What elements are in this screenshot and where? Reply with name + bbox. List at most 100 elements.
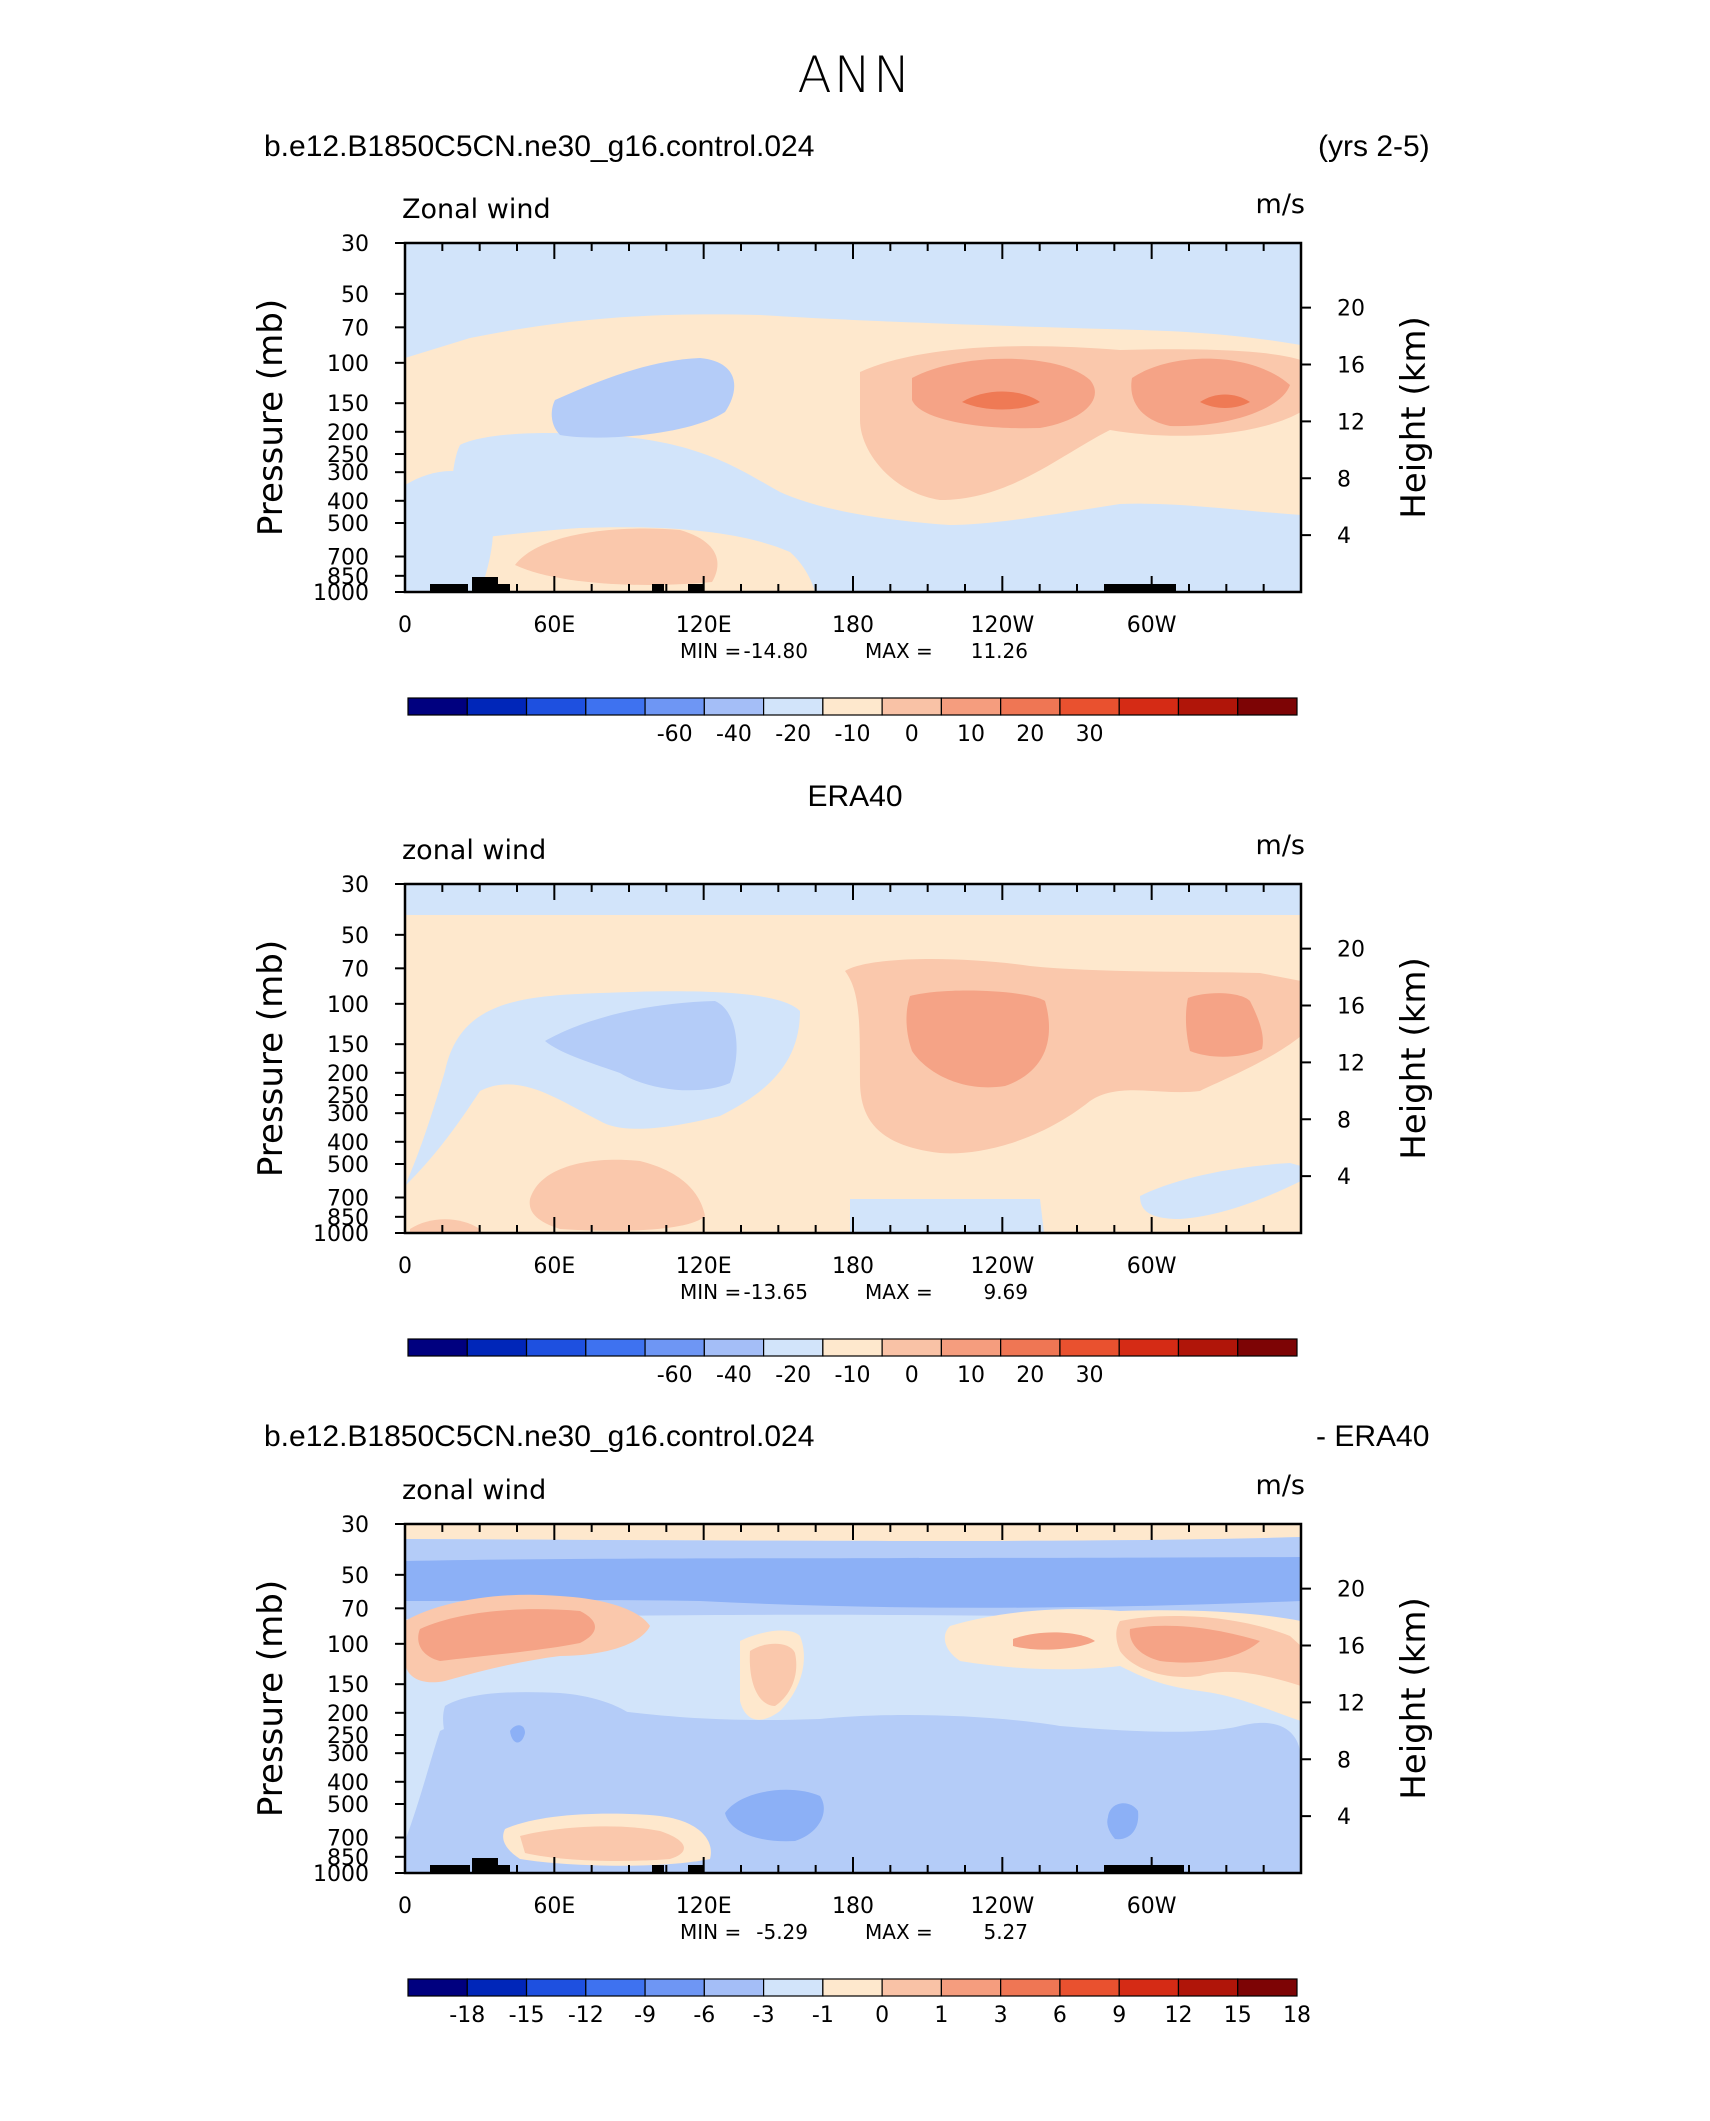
- variable-label: zonal wind: [402, 1475, 546, 1506]
- pressure-tick-label: 200: [327, 1062, 369, 1087]
- colorbar-label: -40: [716, 1363, 752, 1388]
- colorbar-box: [1237, 1338, 1298, 1357]
- colorbar-box: [1237, 697, 1298, 716]
- colorbar-box: [940, 697, 1002, 716]
- height-tick-label: 12: [1337, 1691, 1365, 1716]
- colorbar-box: [1177, 1978, 1239, 1997]
- colorbar-label: -12: [568, 2003, 604, 2028]
- lon-tick-label: 60E: [533, 1894, 575, 1919]
- variable-label: Zonal wind: [402, 194, 551, 225]
- topography-mask: [688, 584, 704, 592]
- colorbar-label: 10: [957, 722, 985, 747]
- diff-obs-header: - ERA40: [1316, 1420, 1430, 1453]
- colorbar-box: [1177, 697, 1239, 716]
- units-label: m/s: [1256, 830, 1305, 861]
- lon-tick-label: 180: [832, 613, 874, 638]
- contour-negative-sfc: [725, 1789, 824, 1842]
- colorbar-box: [585, 697, 646, 716]
- contour-field: [405, 243, 1301, 592]
- colorbar-label: -60: [657, 722, 693, 747]
- contour-positive-sfc-core: [520, 1826, 684, 1861]
- contour-max: [1013, 1632, 1095, 1650]
- colorbar-label: -1: [812, 2003, 834, 2028]
- diff-case-header: b.e12.B1850C5CN.ne30_g16.control.024: [264, 1420, 815, 1453]
- min-label: MIN =: [680, 1920, 741, 1944]
- pressure-tick-label: 1000: [313, 1222, 369, 1247]
- colorbar-label: -40: [716, 722, 752, 747]
- height-tick-label: 8: [1337, 467, 1351, 492]
- lon-tick-label: 0: [398, 1894, 412, 1919]
- colorbar-label: -20: [775, 722, 811, 747]
- pressure-tick-label: 500: [327, 1153, 369, 1178]
- lon-tick-label: 0: [398, 1254, 412, 1279]
- colorbar-label: -9: [634, 2003, 656, 2028]
- topography-mask: [430, 1865, 470, 1873]
- colorbar-label: 9: [1112, 2003, 1126, 2028]
- lon-tick-label: 60E: [533, 613, 575, 638]
- max-value: 9.69: [983, 1280, 1028, 1304]
- colorbar-box: [1177, 1338, 1239, 1357]
- colorbar-box: [881, 697, 943, 716]
- pressure-tick-label: 1000: [313, 1862, 369, 1887]
- contour-negative-sfc-2: [1107, 1803, 1139, 1840]
- colorbar-label: 6: [1053, 2003, 1067, 2028]
- min-value: -5.29: [756, 1920, 808, 1944]
- colorbar-label: 12: [1164, 2003, 1192, 2028]
- max-label: MAX =: [865, 1920, 933, 1944]
- contour-jet-core-2: [1131, 358, 1290, 427]
- topography-mask: [652, 584, 664, 592]
- colorbar-box: [881, 1338, 943, 1357]
- min-value: -13.65: [744, 1280, 808, 1304]
- colorbar-label: -10: [835, 1363, 871, 1388]
- pressure-tick-label: 70: [341, 1597, 369, 1622]
- colorbar-box: [1118, 1978, 1180, 1997]
- colorbar-label: -3: [753, 2003, 775, 2028]
- height-tick-label: 16: [1337, 1635, 1365, 1660]
- axes: 3050701001502002503004005007008501000201…: [251, 830, 1434, 1388]
- colorbar-label: -6: [693, 2003, 715, 2028]
- colorbar-box: [585, 1338, 646, 1357]
- colorbar-box: [822, 1978, 883, 1997]
- colorbar-box: [762, 1978, 824, 1997]
- topography-mask: [1104, 1865, 1184, 1873]
- contour-max-2: [1200, 394, 1250, 408]
- colorbar-box: [525, 1978, 587, 1997]
- lon-tick-label: 60W: [1127, 1894, 1177, 1919]
- pressure-tick-label: 500: [327, 1793, 369, 1818]
- contour-field: [405, 1524, 1301, 1873]
- pressure-tick-label: 150: [327, 1033, 369, 1058]
- colorbar-label: 0: [905, 722, 919, 747]
- contour-negative-west: [405, 470, 494, 592]
- colorbar-label: 0: [905, 1363, 919, 1388]
- pressure-tick-label: 850: [327, 1206, 369, 1231]
- lon-tick-label: 120E: [676, 1254, 732, 1279]
- pressure-tick-label: 300: [327, 1742, 369, 1767]
- colorbar-box: [407, 697, 468, 716]
- lon-tick-label: 60E: [533, 1254, 575, 1279]
- topography-mask: [688, 1865, 704, 1873]
- colorbar-label: -18: [449, 2003, 485, 2028]
- colorbar-box: [466, 1978, 528, 1997]
- min-value: -14.80: [744, 639, 808, 663]
- colorbar-box: [703, 1978, 765, 1997]
- pressure-tick-label: 150: [327, 392, 369, 417]
- pressure-tick-label: 200: [327, 1702, 369, 1727]
- contour-negative-core: [545, 1001, 737, 1091]
- colorbar-label: 15: [1224, 2003, 1252, 2028]
- colorbar-box: [1000, 1978, 1061, 1997]
- page-title: ANN: [797, 46, 913, 104]
- colorbar-label: -10: [835, 722, 871, 747]
- lon-tick-label: 120E: [676, 613, 732, 638]
- pressure-tick-label: 850: [327, 565, 369, 590]
- colorbar-box: [644, 697, 705, 716]
- pressure-tick-label: 250: [327, 1724, 369, 1749]
- colorbar-box: [585, 1978, 646, 1997]
- height-tick-label: 12: [1337, 410, 1365, 435]
- contour-negative-sfc-2: [1140, 1163, 1301, 1219]
- colorbar-box: [762, 697, 824, 716]
- colorbar-box: [1059, 1978, 1120, 1997]
- colorbar-box: [822, 697, 883, 716]
- colorbar-box: [1118, 1338, 1180, 1357]
- colorbar-label: 20: [1016, 1363, 1044, 1388]
- colorbar-box: [407, 1338, 468, 1357]
